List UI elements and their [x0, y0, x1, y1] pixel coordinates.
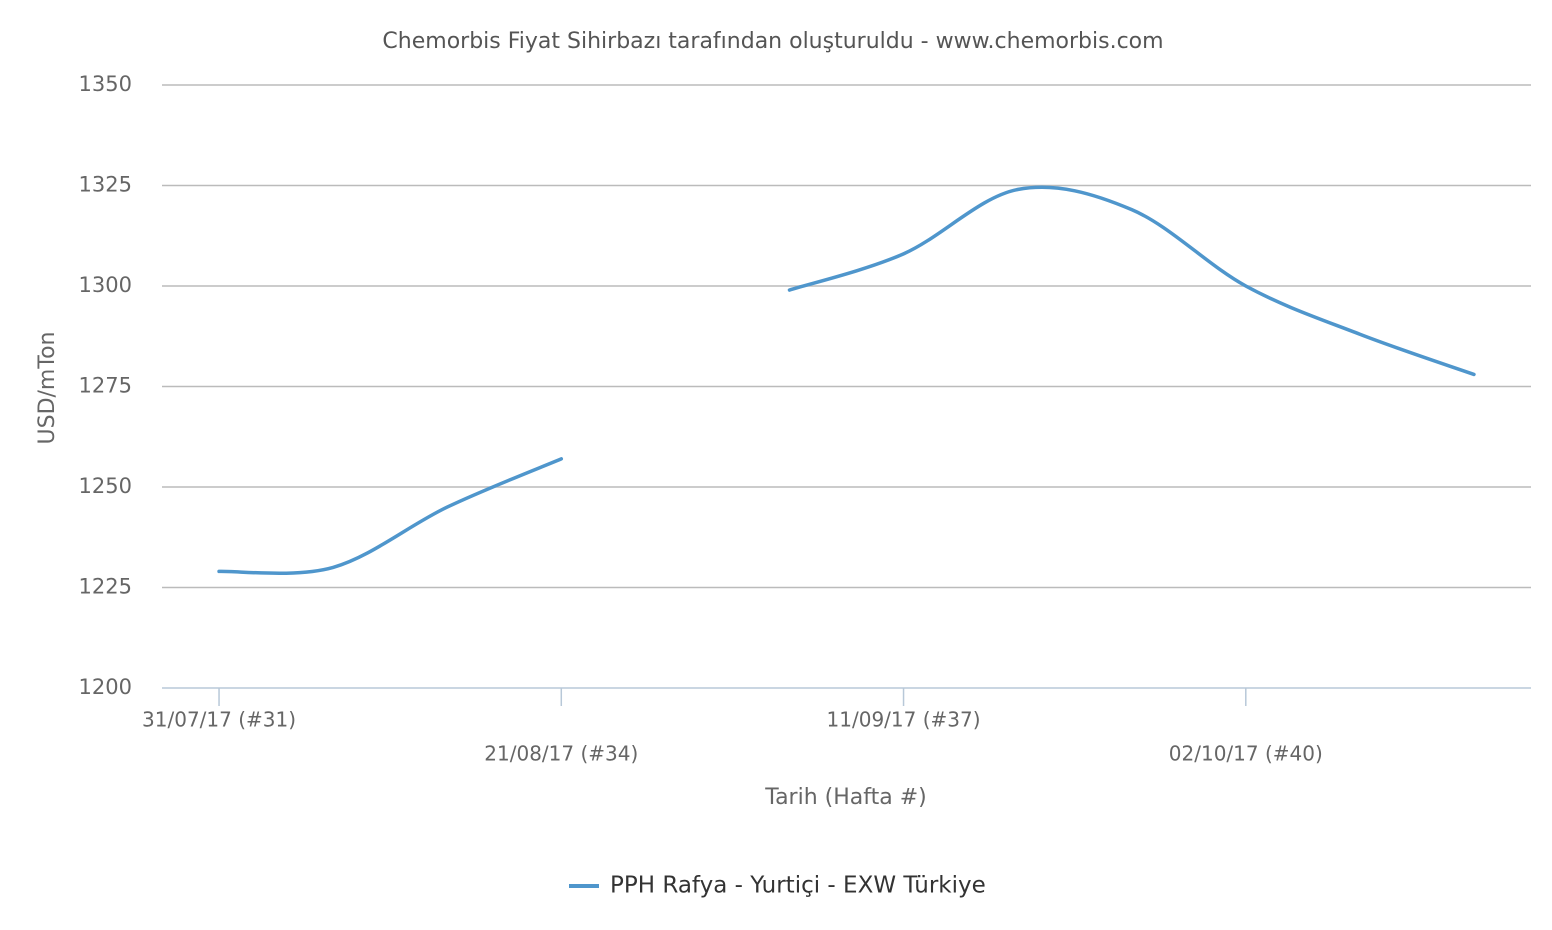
y-axis-label: USD/mTon: [35, 332, 60, 445]
line-series: [217, 457, 564, 576]
chart-title: Chemorbis Fiyat Sihirbazı tarafından olu…: [382, 29, 1163, 54]
y-tick-label: 1200: [79, 675, 132, 699]
x-tick-label: 11/09/17 (#37): [827, 708, 981, 732]
x-axis-label: Tarih (Hafta #): [764, 785, 926, 810]
y-tick-label: 1300: [79, 273, 132, 297]
y-tick-label: 1225: [79, 575, 132, 599]
x-tick-label: 02/10/17 (#40): [1169, 742, 1323, 766]
legend-label: PPH Rafya - Yurtiçi - EXW Türkiye: [610, 873, 986, 899]
x-tick-label: 31/07/17 (#31): [142, 708, 296, 732]
x-tick-label: 21/08/17 (#34): [484, 742, 638, 766]
y-tick-label: 1275: [79, 374, 132, 398]
y-tick-label: 1250: [79, 474, 132, 498]
y-tick-label: 1325: [79, 173, 132, 197]
line-series: [787, 185, 1476, 377]
y-tick-label: 1350: [79, 72, 132, 96]
